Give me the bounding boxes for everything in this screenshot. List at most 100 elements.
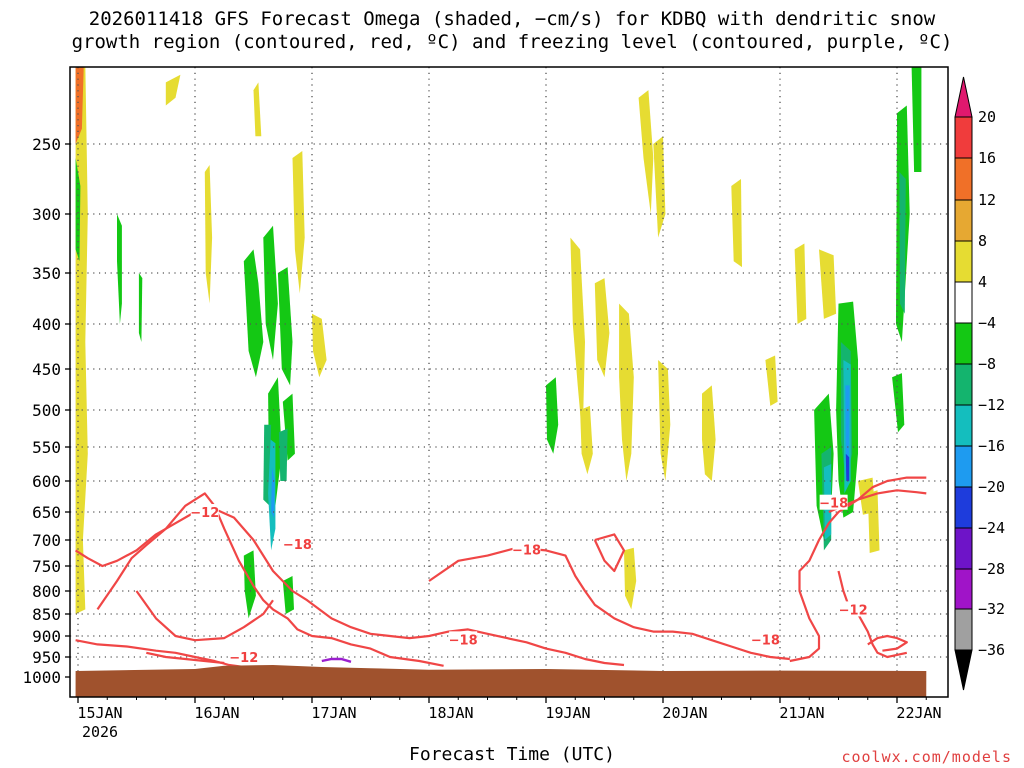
pressure-axis: 250 300 350 400 450 500 550 600 650 700 750 800 850 9…	[22, 135, 70, 687]
colorbar-bin	[954, 608, 973, 651]
dgz-contour-line	[75, 507, 625, 667]
contour-label: −18	[751, 633, 780, 648]
freezing-level-contour	[321, 657, 352, 663]
pressure-tick-label: 300	[32, 205, 61, 224]
omega-region	[253, 82, 262, 137]
contour-label: −18	[512, 543, 541, 558]
omega-region	[638, 90, 654, 214]
pressure-tick-label: 800	[32, 582, 61, 601]
dgz-contour-line	[789, 489, 927, 663]
omega-region	[312, 313, 327, 378]
omega-region	[282, 576, 294, 614]
omega-region	[702, 385, 716, 481]
pressure-tick-label: 750	[32, 557, 61, 576]
pressure-tick-label: 450	[32, 360, 61, 379]
omega-region	[794, 243, 807, 324]
time-tick-label: 17JAN	[311, 704, 356, 722]
pressure-tick-label: 350	[32, 264, 61, 283]
omega-region	[138, 273, 143, 342]
credit-link[interactable]: coolwx.com/models	[841, 748, 1012, 766]
colorbar: 20 16 12 8 4 −4 −8 −12 −16 −20 −24 −28 −32 −36	[954, 76, 1005, 691]
colorbar-level-label: 4	[978, 273, 987, 291]
colorbar-bin	[954, 363, 973, 406]
colorbar-bin	[954, 568, 973, 610]
colorbar-level-label: −20	[978, 478, 1005, 496]
contour-label-bg	[839, 601, 868, 617]
omega-region	[117, 214, 122, 324]
year-label: 2026	[82, 723, 118, 741]
time-tick-label: 21JAN	[779, 704, 824, 722]
dgz-contour-line	[867, 634, 908, 652]
colorbar-bin	[954, 486, 973, 529]
contour-label-bg	[229, 649, 258, 664]
colorbar-level-label: −8	[978, 355, 996, 373]
omega-region	[277, 267, 293, 386]
time-tick-label: 18JAN	[428, 704, 473, 722]
dgz-contour-line	[75, 639, 244, 669]
colorbar-level-label: 20	[978, 108, 996, 126]
colorbar-bin	[954, 322, 973, 365]
omega-region	[243, 249, 264, 378]
dgz-contour-line	[593, 533, 626, 573]
pressure-tick-label: 250	[32, 135, 61, 154]
omega-region	[911, 67, 922, 172]
plot-frame	[69, 66, 949, 698]
contour-label: −12	[839, 603, 868, 618]
contour-layer: −12 −12 −18 −18 −18 −18 −18 −12	[75, 476, 927, 669]
omega-region	[243, 550, 256, 619]
colorbar-level-label: 8	[978, 232, 987, 250]
colorbar-bin	[954, 281, 973, 324]
omega-region	[624, 547, 637, 610]
title-line-1: 2026011418 GFS Forecast Omega (shaded, −…	[88, 8, 936, 30]
colorbar-bin	[954, 445, 973, 488]
ground-surface	[75, 665, 927, 697]
omega-region	[653, 136, 666, 238]
title-line-2: growth region (contoured, red, ºC) and f…	[71, 31, 953, 53]
contour-label: −18	[819, 497, 848, 512]
time-tick-label: 22JAN	[896, 704, 941, 722]
grid-layer	[70, 67, 948, 697]
pressure-tick-label: 500	[32, 401, 61, 420]
colorbar-bin	[954, 199, 973, 242]
colorbar-level-label: −16	[978, 437, 1005, 455]
omega-shading-layer	[75, 67, 922, 619]
colorbar-level-label: −4	[978, 314, 996, 332]
omega-region	[278, 428, 288, 481]
omega-region	[845, 385, 850, 475]
contour-label-bg	[283, 536, 312, 552]
pressure-tick-label: 550	[32, 438, 61, 457]
colorbar-bottom-arrow	[954, 649, 973, 691]
chart-title: 2026011418 GFS Forecast Omega (shaded, −…	[0, 8, 1024, 54]
pressure-tick-label: 700	[32, 531, 61, 550]
omega-region	[282, 393, 295, 461]
pressure-tick-label: 650	[32, 503, 61, 522]
omega-region	[867, 490, 880, 553]
omega-region	[75, 158, 81, 262]
dgz-contour-line	[837, 570, 908, 659]
dgz-contour-line	[96, 492, 444, 667]
pressure-tick-label: 1000	[22, 668, 61, 687]
contour-label: −18	[449, 633, 478, 648]
colorbar-bin	[954, 116, 973, 159]
omega-region	[765, 355, 778, 406]
contour-label-bg	[512, 541, 541, 557]
colorbar-level-label: −32	[978, 600, 1005, 618]
omega-region	[165, 74, 181, 106]
dgz-contour-line	[135, 590, 274, 642]
colorbar-bin	[954, 527, 973, 570]
colorbar-level-label: −12	[978, 396, 1005, 414]
omega-region	[819, 249, 837, 319]
pressure-tick-label: 950	[32, 648, 61, 667]
time-tick-label: 16JAN	[194, 704, 239, 722]
ground-layer	[75, 665, 927, 697]
colorbar-level-label: 16	[978, 149, 996, 167]
dgz-contour-line	[146, 651, 225, 665]
omega-region	[892, 373, 905, 433]
omega-region	[731, 179, 742, 268]
colorbar-level-label: −24	[978, 519, 1005, 537]
time-tick-label: 19JAN	[545, 704, 590, 722]
colorbar-bin	[954, 240, 973, 283]
omega-region	[658, 360, 671, 481]
omega-region	[570, 237, 585, 440]
